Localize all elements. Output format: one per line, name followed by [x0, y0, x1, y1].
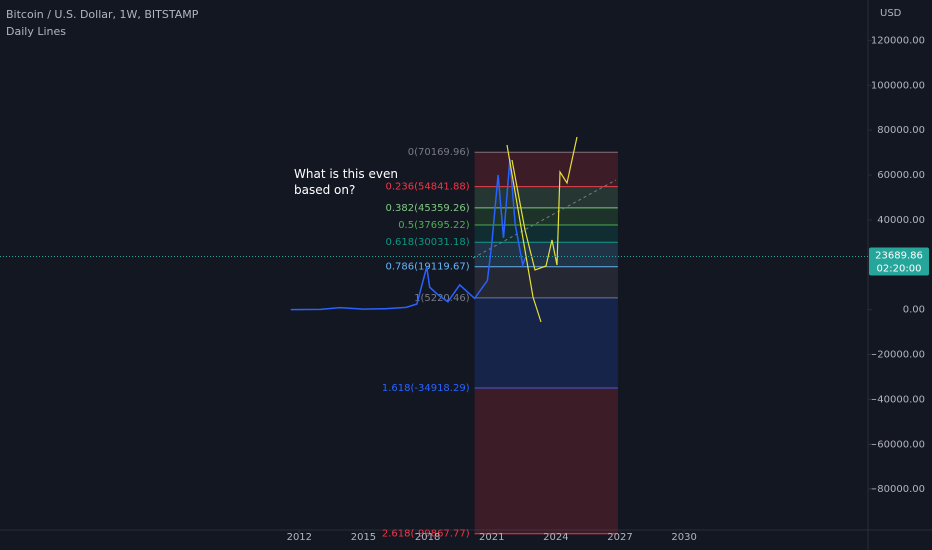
- fib-label: 0(70169.96): [408, 147, 470, 158]
- y-tick-label: −40000.00: [869, 394, 925, 405]
- fib-zone: [474, 297, 618, 388]
- x-tick-label: 2018: [415, 532, 440, 543]
- x-tick-label: 2024: [543, 532, 568, 543]
- chart-subtitle: Daily Lines: [6, 25, 66, 38]
- fib-zone: [474, 152, 618, 187]
- fib-label: 0.786(19119.67): [385, 262, 469, 273]
- fib-label: 0.5(37695.22): [398, 220, 470, 231]
- last-price-box: [869, 247, 929, 276]
- y-axis-label: USD: [880, 8, 902, 19]
- countdown: 02:20:00: [877, 263, 922, 274]
- y-tick-label: −80000.00: [869, 484, 925, 495]
- fib-zone: [474, 207, 618, 226]
- fib-label: 1.618(-34918.29): [382, 383, 470, 394]
- chart-title: Bitcoin / U.S. Dollar, 1W, BITSTAMP: [6, 8, 199, 21]
- annotation: What is this even based on?: [294, 167, 398, 197]
- drawing: [511, 136, 578, 271]
- x-tick-label: 2027: [607, 532, 632, 543]
- fib-zone: [474, 186, 618, 208]
- y-tick-label: 40000.00: [877, 215, 925, 226]
- x-tick-label: 2030: [671, 532, 696, 543]
- y-tick-label: 60000.00: [877, 170, 925, 181]
- fib-label: 0.382(45359.26): [385, 203, 469, 214]
- fib-label: 0.618(30031.18): [385, 237, 469, 248]
- y-tick-label: −20000.00: [869, 350, 925, 361]
- y-tick-label: 0.00: [903, 305, 925, 316]
- fib-label: 0.236(54841.88): [385, 182, 469, 193]
- last-price-label: 23689.86: [875, 250, 923, 261]
- fib-label: 2.618(-99867.77): [382, 529, 470, 540]
- y-tick-label: 120000.00: [871, 35, 925, 46]
- fib-zone: [474, 266, 618, 298]
- x-tick-label: 2015: [351, 532, 376, 543]
- price-line: [290, 159, 527, 311]
- fib-zone: [474, 225, 618, 243]
- x-tick-label: 2021: [479, 532, 504, 543]
- y-tick-label: −60000.00: [869, 439, 925, 450]
- y-tick-label: 100000.00: [871, 80, 925, 91]
- fib-zone: [474, 387, 618, 534]
- drawing: [506, 144, 542, 323]
- x-tick-label: 2012: [287, 532, 312, 543]
- y-tick-label: 80000.00: [877, 125, 925, 136]
